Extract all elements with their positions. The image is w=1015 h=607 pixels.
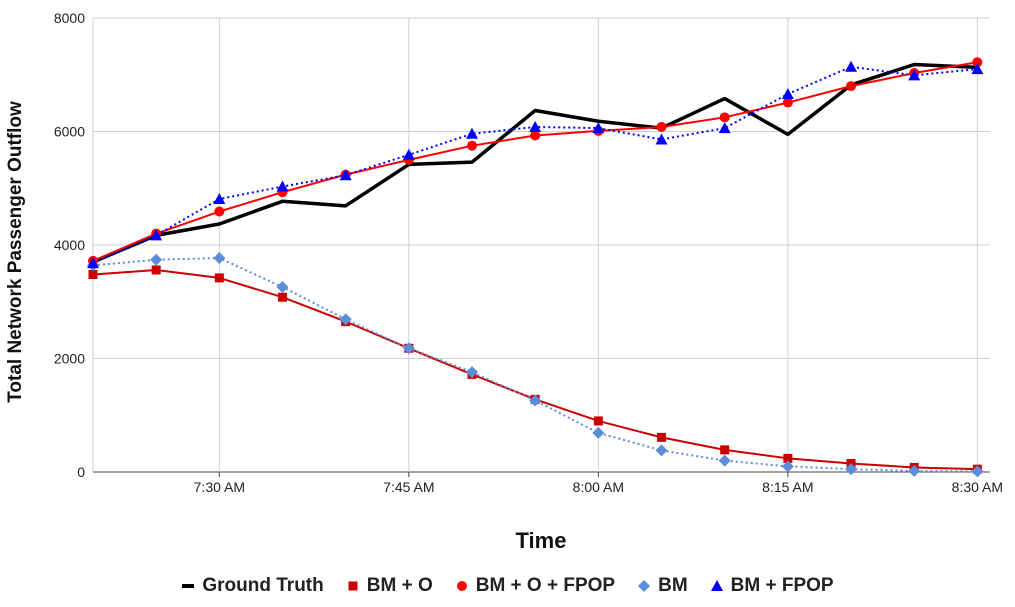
series-line	[92, 268, 978, 471]
chart-legend: Ground Truth BM + O BM + O + FPOP BM BM + FP…	[0, 572, 1015, 600]
x-tick-label: 7:45 AM	[383, 479, 434, 495]
y-tick-label: 0	[77, 464, 85, 480]
legend-marker	[348, 581, 358, 591]
legend-swatch	[456, 581, 467, 591]
legend-marker	[638, 580, 651, 592]
data-point	[781, 88, 794, 100]
data-point	[466, 127, 479, 139]
y-tick-label: 6000	[54, 124, 85, 140]
data-point	[908, 69, 921, 81]
y-tick-label: 8000	[54, 10, 85, 26]
series-bm-o-fpop	[88, 57, 983, 266]
y-tick-label: 2000	[54, 351, 85, 367]
grid-lines	[92, 17, 990, 477]
legend-label: Ground Truth	[202, 575, 324, 596]
legend-item: BM + O + FPOP	[455, 575, 615, 597]
data-point	[151, 265, 161, 275]
x-tick-label: 8:15 AM	[762, 479, 813, 495]
series-line	[92, 257, 978, 473]
legend-swatch	[710, 580, 723, 591]
data-point	[720, 445, 730, 455]
legend-swatch	[638, 580, 651, 592]
data-point	[214, 206, 225, 217]
series-bm-o	[88, 265, 982, 474]
data-point	[88, 270, 98, 280]
data-point	[719, 112, 730, 123]
legend-swatch	[182, 584, 195, 588]
data-point	[278, 292, 288, 302]
data-point	[150, 253, 163, 266]
legend-swatch	[348, 581, 358, 591]
data-point	[402, 148, 415, 160]
data-point	[781, 460, 794, 473]
data-point	[530, 130, 541, 141]
data-point	[467, 140, 478, 151]
data-point	[718, 122, 731, 134]
y-tick-label: 4000	[54, 237, 85, 253]
legend-item: Ground Truth	[181, 575, 324, 597]
data-point	[592, 426, 605, 439]
data-point	[718, 454, 731, 467]
data-point	[276, 280, 289, 293]
data-point	[213, 193, 226, 205]
data-point	[972, 57, 983, 68]
x-tick-labels: 7:30 AM 7:45 AM 8:00 AM 8:15 AM 8:30 AM	[194, 479, 1003, 495]
x-tick-label: 8:00 AM	[573, 479, 624, 495]
data-point	[655, 444, 668, 457]
data-point	[845, 60, 858, 72]
legend-label: BM + FPOP	[730, 575, 834, 596]
y-tick-labels: 0 2000 4000 6000 8000	[54, 10, 85, 480]
x-tick-label: 7:30 AM	[194, 479, 245, 495]
legend-item: BM + FPOP	[710, 575, 834, 597]
series-bm-fpop	[87, 60, 984, 269]
legend-marker	[710, 580, 723, 591]
data-point	[592, 122, 605, 134]
data-point	[971, 63, 984, 75]
legend-label: BM + O + FPOP	[475, 575, 616, 596]
data-point	[466, 366, 479, 379]
data-point	[529, 394, 542, 407]
series-ground-truth	[92, 62, 978, 264]
data-point	[908, 464, 921, 477]
data-point	[339, 313, 352, 326]
data-point	[783, 453, 793, 463]
data-point	[339, 169, 352, 181]
data-series	[87, 57, 984, 478]
legend-label: BM + O	[366, 575, 433, 596]
series-bm	[87, 252, 984, 478]
data-point	[529, 120, 542, 132]
data-point	[845, 463, 858, 476]
x-tick-label: 8:30 AM	[952, 479, 1003, 495]
data-point	[213, 252, 226, 265]
legend-item: BM	[637, 575, 688, 597]
data-point	[214, 273, 224, 283]
series-line	[92, 62, 978, 264]
data-point	[402, 342, 415, 355]
data-point	[276, 180, 289, 192]
y-axis-title: Total Network Passenger Outflow	[5, 101, 26, 403]
data-point	[150, 229, 163, 241]
line-chart: 0 2000 4000 6000 8000 7:30 AM 7:45 AM 8:00 AM 8…	[5, 10, 1003, 553]
data-point	[87, 257, 99, 269]
legend-marker	[456, 581, 467, 591]
data-point	[782, 97, 793, 108]
legend-item: BM + O	[346, 575, 433, 597]
data-point	[971, 465, 984, 478]
series-line	[92, 65, 978, 265]
data-point	[593, 416, 603, 426]
data-point	[657, 432, 667, 442]
data-point	[846, 81, 857, 92]
legend-label: BM	[658, 575, 688, 596]
x-axis-title: Time	[516, 528, 567, 553]
data-point	[656, 121, 667, 132]
data-point	[655, 133, 668, 145]
